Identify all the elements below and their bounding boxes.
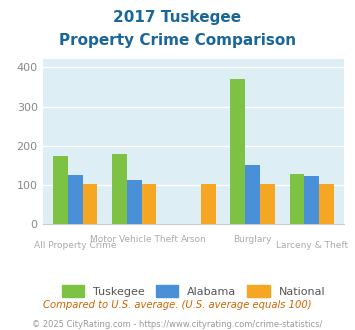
Text: © 2025 CityRating.com - https://www.cityrating.com/crime-statistics/: © 2025 CityRating.com - https://www.city… xyxy=(32,320,323,329)
Text: Burglary: Burglary xyxy=(233,235,272,245)
Bar xyxy=(142,184,157,224)
Bar xyxy=(304,176,319,224)
Text: Arson: Arson xyxy=(181,235,206,245)
Bar xyxy=(68,175,83,224)
Bar xyxy=(201,184,216,224)
Bar xyxy=(230,79,245,224)
Text: 2017 Tuskegee: 2017 Tuskegee xyxy=(114,10,241,25)
Bar xyxy=(319,184,334,224)
Bar xyxy=(112,154,127,224)
Text: All Property Crime: All Property Crime xyxy=(34,241,116,250)
Text: Larceny & Theft: Larceny & Theft xyxy=(276,241,348,250)
Text: Motor Vehicle Theft: Motor Vehicle Theft xyxy=(90,235,178,245)
Legend: Tuskegee, Alabama, National: Tuskegee, Alabama, National xyxy=(58,281,329,301)
Bar xyxy=(245,165,260,224)
Bar xyxy=(127,180,142,224)
Bar xyxy=(260,184,275,224)
Text: Property Crime Comparison: Property Crime Comparison xyxy=(59,33,296,48)
Bar xyxy=(82,184,97,224)
Bar xyxy=(53,156,68,224)
Bar xyxy=(290,174,305,224)
Text: Compared to U.S. average. (U.S. average equals 100): Compared to U.S. average. (U.S. average … xyxy=(43,300,312,310)
